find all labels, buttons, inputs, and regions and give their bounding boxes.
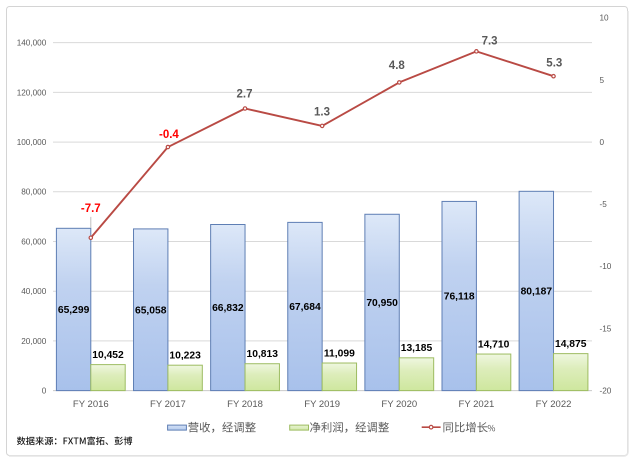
svg-text:4.8: 4.8 bbox=[389, 60, 406, 72]
svg-text:-7.7: -7.7 bbox=[81, 203, 101, 215]
svg-text:70,950: 70,950 bbox=[366, 298, 398, 309]
svg-text:10,813: 10,813 bbox=[246, 349, 278, 360]
svg-text:FY 2018: FY 2018 bbox=[227, 399, 263, 410]
svg-text:0: 0 bbox=[600, 138, 605, 147]
svg-text:FY 2016: FY 2016 bbox=[73, 399, 109, 410]
svg-text:10,452: 10,452 bbox=[92, 350, 124, 361]
svg-text:14,875: 14,875 bbox=[555, 339, 587, 350]
svg-text:40,000: 40,000 bbox=[21, 287, 46, 296]
svg-text:20,000: 20,000 bbox=[21, 337, 46, 346]
svg-text:FY 2020: FY 2020 bbox=[381, 399, 417, 410]
svg-text:FY 2017: FY 2017 bbox=[150, 399, 186, 410]
svg-text:80,000: 80,000 bbox=[21, 188, 46, 197]
svg-text:13,185: 13,185 bbox=[401, 343, 433, 354]
svg-text:7.3: 7.3 bbox=[482, 35, 498, 47]
svg-text:67,684: 67,684 bbox=[289, 302, 321, 313]
svg-text:65,299: 65,299 bbox=[58, 305, 90, 316]
svg-text:140,000: 140,000 bbox=[17, 39, 47, 48]
svg-text:-5: -5 bbox=[600, 200, 608, 209]
svg-text:100,000: 100,000 bbox=[17, 138, 47, 147]
svg-text:1.3: 1.3 bbox=[314, 106, 330, 118]
svg-text:76,118: 76,118 bbox=[444, 292, 475, 303]
svg-text:10,223: 10,223 bbox=[169, 351, 201, 362]
svg-text:-10: -10 bbox=[600, 262, 612, 271]
svg-text:5: 5 bbox=[600, 76, 605, 85]
svg-text:120,000: 120,000 bbox=[17, 88, 47, 97]
svg-text:-0.4: -0.4 bbox=[159, 129, 179, 141]
svg-text:10: 10 bbox=[600, 14, 610, 23]
svg-text:FY 2022: FY 2022 bbox=[536, 399, 572, 410]
svg-text:-15: -15 bbox=[600, 324, 612, 333]
svg-text:FY 2021: FY 2021 bbox=[459, 399, 495, 410]
svg-text:80,187: 80,187 bbox=[521, 287, 553, 298]
svg-text:60,000: 60,000 bbox=[21, 237, 46, 246]
svg-text:0: 0 bbox=[42, 387, 47, 396]
svg-text:66,832: 66,832 bbox=[212, 303, 244, 314]
svg-text:FY 2019: FY 2019 bbox=[304, 399, 340, 410]
svg-text:2.7: 2.7 bbox=[237, 88, 253, 100]
svg-text:14,710: 14,710 bbox=[478, 339, 510, 350]
svg-text:-20: -20 bbox=[600, 387, 612, 396]
svg-text:5.3: 5.3 bbox=[546, 58, 562, 70]
svg-text:11,099: 11,099 bbox=[324, 348, 355, 359]
svg-text:65,058: 65,058 bbox=[135, 305, 167, 316]
